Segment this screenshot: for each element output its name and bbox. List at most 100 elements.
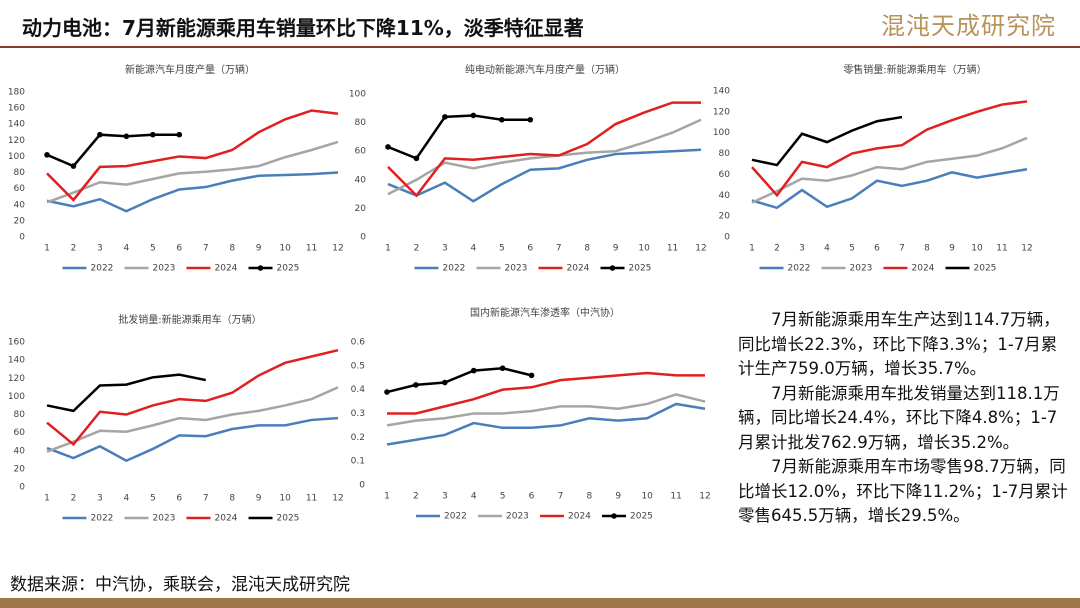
series-line <box>751 167 1028 210</box>
x-tick-label: 3 <box>442 244 448 254</box>
y-tick-label: 0 <box>360 233 366 243</box>
legend-label: 2023 <box>153 264 176 274</box>
series-marker <box>413 155 420 162</box>
y-tick-label: 0 <box>19 483 25 493</box>
x-tick-label: 8 <box>584 244 590 254</box>
legend-label: 2023 <box>505 264 528 274</box>
x-tick-label: 4 <box>123 494 129 504</box>
y-tick-label: 0.5 <box>351 361 365 371</box>
y-tick-label: 0 <box>359 481 365 491</box>
x-tick-label: 6 <box>176 244 182 254</box>
chart-title: 批发销量:新能源乘用车（万辆） <box>118 313 261 326</box>
y-tick-label: 80 <box>14 168 26 178</box>
series-marker <box>413 382 419 388</box>
series-line <box>46 171 339 213</box>
series-marker <box>70 163 77 169</box>
series-marker <box>442 114 448 120</box>
chart-title: 纯电动新能源汽车月度产量（万辆） <box>465 63 625 76</box>
series-marker <box>442 379 448 386</box>
x-tick-label: 4 <box>824 244 830 254</box>
x-tick-label: 2 <box>413 492 419 502</box>
x-tick-label: 1 <box>385 244 391 254</box>
x-tick-label: 5 <box>849 244 855 254</box>
x-tick-label: 12 <box>332 494 343 504</box>
y-tick-label: 20 <box>355 204 367 214</box>
series-marker <box>44 152 50 158</box>
legend-marker <box>257 265 264 271</box>
y-tick-label: 60 <box>14 428 26 438</box>
series-line <box>751 100 1028 198</box>
y-tick-label: 0.3 <box>351 409 365 419</box>
legend-label: 2022 <box>91 264 114 274</box>
y-tick-label: 140 <box>713 87 730 97</box>
x-tick-label: 11 <box>306 244 317 254</box>
series-marker <box>123 133 130 140</box>
x-tick-label: 10 <box>279 494 291 504</box>
x-tick-label: 6 <box>527 244 533 254</box>
y-tick-label: 120 <box>8 136 25 146</box>
x-tick-label: 3 <box>97 494 103 504</box>
y-tick-label: 20 <box>719 212 731 222</box>
y-tick-label: 0.2 <box>351 433 365 443</box>
x-tick-label: 3 <box>799 244 805 254</box>
y-tick-label: 20 <box>14 216 26 226</box>
series-line <box>387 371 705 415</box>
x-tick-label: 7 <box>203 244 209 254</box>
y-tick-label: 40 <box>14 200 26 210</box>
x-tick-label: 11 <box>667 244 678 254</box>
x-tick-label: 9 <box>615 492 621 502</box>
series-line <box>387 148 702 203</box>
x-tick-label: 8 <box>586 492 592 502</box>
legend-label: 2025 <box>629 264 652 274</box>
x-tick-label: 1 <box>749 244 755 254</box>
y-tick-label: 40 <box>355 175 367 185</box>
series-line <box>46 109 339 202</box>
x-tick-label: 4 <box>471 492 477 502</box>
series-marker <box>527 116 534 123</box>
legend-marker <box>611 513 617 519</box>
x-tick-label: 6 <box>529 492 535 502</box>
series-marker <box>97 131 103 138</box>
y-tick-label: 0.6 <box>351 338 366 348</box>
series-line <box>751 115 903 167</box>
x-tick-label: 5 <box>150 494 156 504</box>
y-tick-label: 60 <box>14 184 26 194</box>
legend-label: 2024 <box>215 264 238 274</box>
y-tick-label: 160 <box>8 338 25 348</box>
y-tick-label: 100 <box>8 152 25 162</box>
y-tick-label: 40 <box>719 191 731 201</box>
legend-label: 2024 <box>215 514 238 524</box>
x-tick-label: 10 <box>971 244 983 254</box>
legend-label: 2024 <box>568 512 591 522</box>
y-tick-label: 140 <box>8 120 25 130</box>
x-tick-label: 6 <box>176 494 182 504</box>
paragraph: 7月新能源乘用车批发销量达到118.1万辆，同比增长24.4%，环比下降4.8%… <box>738 383 1060 452</box>
x-tick-label: 2 <box>71 244 77 254</box>
legend-label: 2023 <box>153 514 176 524</box>
logo: 混沌天成研究院 <box>881 12 1056 40</box>
legend-label: 2023 <box>506 512 529 522</box>
x-tick-label: 9 <box>256 244 262 254</box>
y-tick-label: 0 <box>724 233 730 243</box>
x-tick-label: 12 <box>699 492 710 502</box>
legend-label: 2025 <box>974 264 997 274</box>
series-line <box>46 140 339 204</box>
y-tick-label: 0.1 <box>351 457 365 467</box>
y-tick-label: 40 <box>14 446 26 456</box>
x-tick-label: 2 <box>414 244 420 254</box>
paragraph: 7月新能源乘用车生产达到114.7万辆，同比增长22.3%，环比下降3.3%；1… <box>738 310 1060 378</box>
y-tick-label: 80 <box>14 410 26 420</box>
source: 数据来源：中汽协，乘联会，混沌天成研究院 <box>10 575 350 595</box>
series-line <box>46 416 339 463</box>
y-tick-label: 0.4 <box>351 385 366 395</box>
y-tick-label: 0 <box>19 233 25 243</box>
paragraph: 7月新能源乘用车市场零售98.7万辆，同比增长12.0%，环比下降11.2%；1… <box>738 457 1068 525</box>
y-tick-label: 60 <box>355 147 367 157</box>
y-tick-label: 140 <box>8 356 25 366</box>
legend-label: 2024 <box>567 264 590 274</box>
x-tick-label: 4 <box>470 244 476 254</box>
series-marker <box>176 131 183 138</box>
x-tick-label: 5 <box>150 244 156 254</box>
x-tick-label: 12 <box>1021 244 1032 254</box>
